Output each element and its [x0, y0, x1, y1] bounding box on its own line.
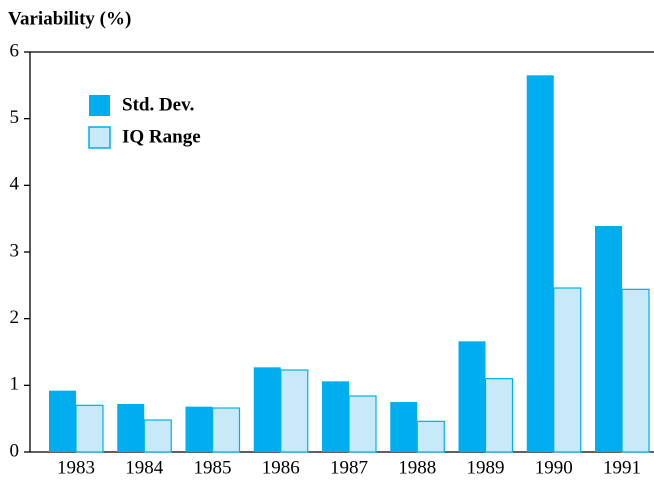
- legend-label: Std. Dev.: [122, 94, 194, 115]
- bar: [416, 420, 445, 453]
- bar: [348, 395, 377, 453]
- bar: [253, 367, 281, 452]
- x-tick-label: 1988: [398, 457, 436, 478]
- y-tick-label: 5: [10, 107, 20, 128]
- x-tick-label: 1985: [194, 457, 232, 478]
- x-tick-label: 1991: [603, 457, 641, 478]
- y-tick-label: 6: [10, 40, 20, 61]
- y-tick-label: 1: [10, 374, 20, 395]
- bar: [211, 407, 241, 453]
- bar: [390, 402, 418, 452]
- bar: [322, 381, 349, 452]
- x-tick-label: 1983: [57, 457, 95, 478]
- y-tick-label: 0: [10, 440, 20, 461]
- bar: [75, 404, 104, 453]
- y-axis-label: Variability (%): [8, 8, 131, 29]
- y-tick-label: 4: [10, 174, 20, 195]
- bar: [458, 341, 486, 452]
- legend-swatch: [89, 95, 110, 116]
- y-tick-label: 2: [10, 307, 20, 328]
- bar: [49, 390, 76, 452]
- x-tick-label: 1984: [125, 457, 164, 478]
- bar: [553, 287, 582, 453]
- bar: [621, 288, 650, 453]
- bar: [484, 378, 514, 453]
- x-tick-label: 1986: [262, 457, 300, 478]
- bar: [595, 226, 622, 452]
- bar: [526, 75, 554, 452]
- y-tick-label: 3: [10, 240, 20, 261]
- legend-label: IQ Range: [122, 126, 201, 147]
- bar: [280, 369, 309, 453]
- bar: [117, 404, 145, 452]
- x-tick-label: 1990: [535, 457, 573, 478]
- x-tick-label: 1989: [467, 457, 505, 478]
- legend-swatch: [88, 126, 111, 149]
- bar: [185, 406, 213, 452]
- x-tick-label: 1987: [330, 457, 368, 478]
- bar: [143, 419, 172, 453]
